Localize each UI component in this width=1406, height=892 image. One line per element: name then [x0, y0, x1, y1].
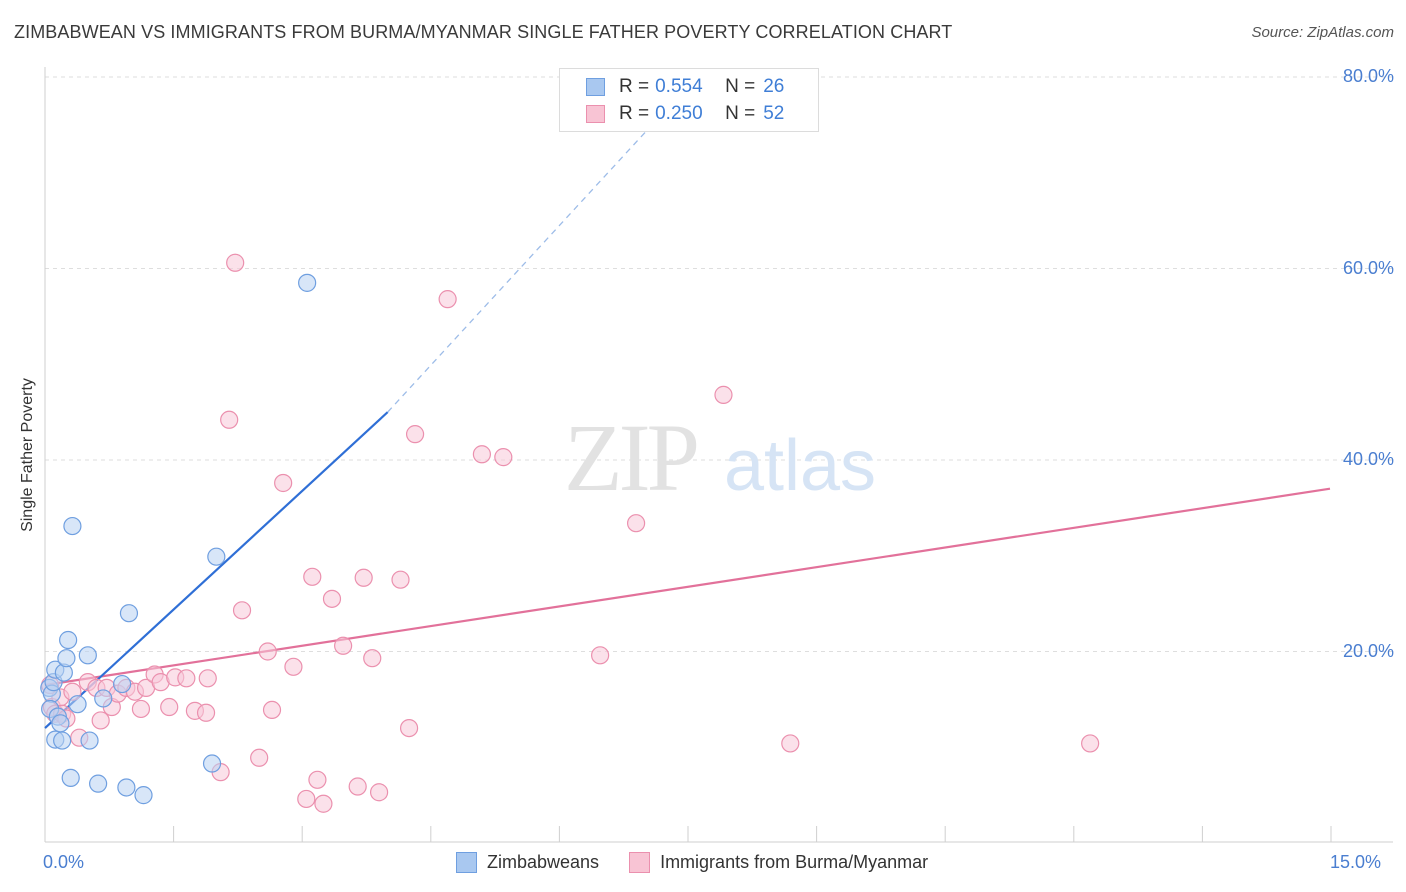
legend-r-label: R =: [619, 76, 650, 97]
point-burma: [303, 567, 322, 586]
series-legend-zimbabweans[interactable]: Zimbabweans: [456, 852, 599, 873]
legend-n-label: N =: [725, 76, 756, 97]
point-burma: [308, 770, 327, 789]
legend-swatch-pink: [586, 105, 605, 123]
point-zimbabwean: [117, 778, 136, 797]
point-burma: [348, 777, 367, 796]
point-burma: [177, 669, 196, 688]
point-zimbabwean: [94, 689, 113, 708]
trend-lines: [44, 76, 1331, 729]
point-burma: [314, 794, 333, 813]
point-burma: [626, 514, 646, 533]
point-burma: [198, 669, 217, 688]
legend-r-value: 0.250: [655, 103, 703, 124]
point-zimbabwean: [207, 547, 226, 566]
chart-title: ZIMBABWEAN VS IMMIGRANTS FROM BURMA/MYAN…: [14, 22, 953, 42]
point-burma: [354, 568, 373, 587]
point-zimbabwean: [298, 273, 317, 292]
series-swatch-blue: [456, 852, 477, 873]
point-burma: [363, 649, 382, 668]
legend-row-zimbabweans: R = 0.554 N = 26: [586, 75, 784, 99]
point-burma: [370, 783, 389, 802]
point-zimbabwean: [61, 768, 80, 787]
chart-source: Source: ZipAtlas.com: [1251, 24, 1394, 41]
x-tick-min: 0.0%: [43, 852, 85, 872]
point-burma: [250, 748, 269, 767]
point-zimbabwean: [89, 774, 108, 793]
legend-swatch-blue: [586, 78, 605, 96]
series-legend-label: Zimbabweans: [487, 852, 600, 872]
point-burma: [591, 646, 610, 665]
trend-line-zimbabweans: [44, 411, 389, 729]
point-burma: [322, 589, 342, 608]
point-burma: [274, 473, 293, 493]
point-zimbabwean: [51, 714, 70, 733]
point-zimbabwean: [57, 649, 76, 668]
x-tick-max: 15.0%: [1330, 852, 1382, 872]
point-zimbabwean: [68, 695, 87, 714]
watermark-zip: ZIP: [564, 404, 697, 511]
legend-row-burma: R = 0.250 N = 52: [586, 102, 784, 126]
point-burma: [399, 718, 419, 738]
point-burma: [220, 410, 239, 429]
point-burma: [226, 253, 245, 272]
point-burma: [781, 734, 800, 753]
point-burma: [1081, 734, 1100, 753]
point-burma: [160, 697, 179, 717]
point-burma: [258, 642, 277, 661]
watermark: ZIP atlas: [564, 404, 876, 511]
series-swatch-pink: [629, 852, 651, 873]
series-legend: Zimbabweans Immigrants from Burma/Myanma…: [456, 852, 958, 873]
axes: [44, 67, 1393, 843]
point-zimbabwean: [59, 630, 78, 650]
point-burma: [232, 601, 252, 620]
point-zimbabwean: [202, 754, 222, 773]
watermark-atlas: atlas: [724, 426, 876, 506]
point-zimbabwean: [63, 516, 82, 536]
point-burma: [405, 425, 425, 444]
point-burma: [438, 290, 457, 309]
legend-r-value: 0.554: [655, 76, 703, 97]
point-zimbabwean: [80, 731, 99, 750]
point-burma: [297, 789, 316, 809]
y-tick-label-60: 60.0%: [1342, 257, 1394, 278]
point-burma: [284, 657, 303, 676]
point-burma: [334, 636, 353, 655]
series-legend-label: Immigrants from Burma/Myanmar: [660, 852, 929, 872]
trend-line-burma: [44, 487, 1331, 687]
y-axis-label: Single Father Poverty: [19, 378, 36, 532]
point-burma: [494, 448, 513, 467]
y-tick-label-20: 20.0%: [1342, 640, 1394, 661]
data-points: [40, 253, 1100, 813]
point-zimbabwean: [112, 674, 132, 694]
y-tick-label-80: 80.0%: [1342, 66, 1394, 86]
point-burma: [196, 703, 216, 722]
legend-r-label: R =: [619, 103, 650, 124]
point-zimbabwean: [134, 786, 153, 805]
point-burma: [391, 570, 410, 589]
series-legend-burma[interactable]: Immigrants from Burma/Myanmar: [629, 852, 928, 873]
legend-n-label: N =: [725, 103, 756, 124]
point-burma: [131, 699, 151, 719]
point-zimbabwean: [78, 646, 97, 665]
correlation-legend: R = 0.554 N = 26 R = 0.250 N = 52: [559, 68, 819, 132]
y-tick-label-40: 40.0%: [1342, 449, 1394, 469]
trend-line-zimbabweans-extension: [387, 76, 697, 413]
point-zimbabwean: [53, 731, 72, 750]
point-zimbabwean: [119, 604, 139, 623]
point-burma: [91, 711, 110, 730]
legend-n-value: 52: [763, 103, 785, 124]
point-burma: [472, 445, 491, 464]
gridlines: [45, 76, 1393, 652]
legend-n-value: 26: [763, 76, 785, 97]
point-burma: [262, 700, 282, 720]
point-burma: [714, 385, 733, 404]
